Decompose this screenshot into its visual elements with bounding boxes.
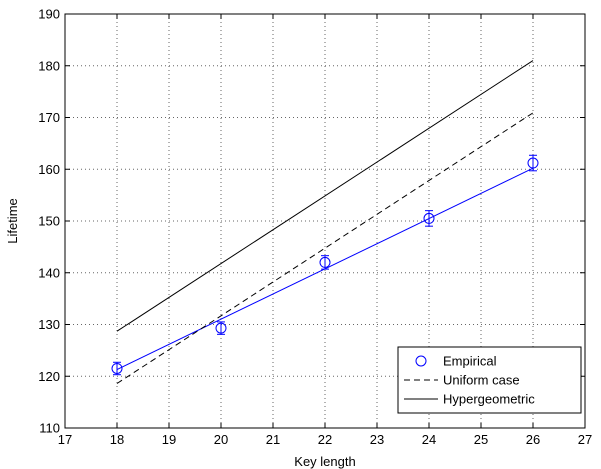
- y-tick-label: 130: [38, 317, 60, 332]
- legend-marker-empirical: [415, 355, 427, 367]
- x-tick-label: 18: [110, 432, 124, 447]
- empirical-point: [111, 362, 123, 374]
- x-axis-label: Key length: [294, 454, 355, 469]
- x-tick-label: 17: [58, 432, 72, 447]
- x-tick-label: 19: [162, 432, 176, 447]
- x-tick-label: 24: [422, 432, 436, 447]
- y-tick-label: 150: [38, 214, 60, 229]
- x-tick-label: 20: [214, 432, 228, 447]
- axes-ticks: 17 18 19 20 21 22 23 24 25 26 27 110 120 130 140 150 160…: [38, 7, 592, 448]
- empirical-point: [527, 157, 539, 169]
- y-tick-label: 190: [38, 7, 60, 22]
- y-tick-label: 140: [38, 265, 60, 280]
- x-tick-label: 27: [578, 432, 592, 447]
- legend-label-hypergeometric: Hypergeometric: [443, 392, 535, 407]
- plot-area: [111, 60, 539, 384]
- y-tick-label: 180: [38, 58, 60, 73]
- x-tick-label: 21: [266, 432, 280, 447]
- legend-label-empirical: Empirical: [443, 354, 497, 369]
- legend-label-uniform-case: Uniform case: [443, 373, 520, 388]
- empirical-point: [215, 322, 227, 334]
- x-tick-label: 22: [318, 432, 332, 447]
- empirical-fit-line: [116, 167, 534, 370]
- x-tick-label: 25: [474, 432, 488, 447]
- hypergeometric-line: [116, 60, 534, 332]
- legend: Empirical Uniform case Hypergeometric: [397, 346, 582, 414]
- y-tick-label: 120: [38, 369, 60, 384]
- y-tick-label: 170: [38, 110, 60, 125]
- y-tick-label: 110: [39, 421, 60, 436]
- x-tick-label: 26: [526, 432, 540, 447]
- uniform-case-line: [116, 112, 534, 384]
- y-axis-label: Lifetime: [5, 198, 20, 244]
- empirical-point: [423, 212, 435, 224]
- empirical-point: [319, 256, 331, 268]
- x-tick-label: 23: [370, 432, 384, 447]
- y-tick-label: 160: [38, 162, 60, 177]
